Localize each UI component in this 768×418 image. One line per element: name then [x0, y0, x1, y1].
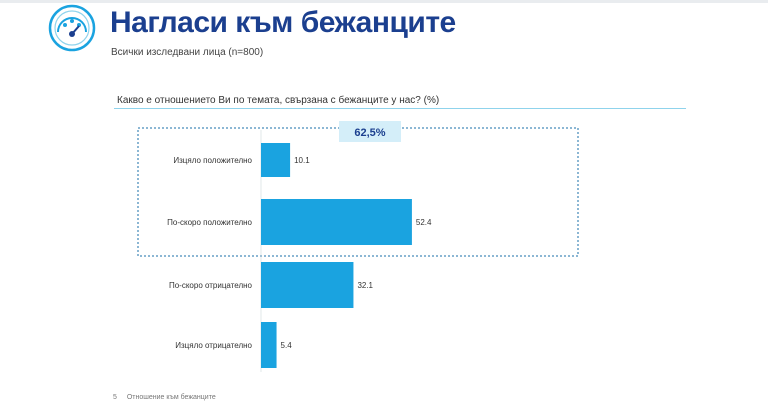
page-subtitle: Всички изследвани лица (n=800) [111, 47, 264, 58]
value-label-fully-negative: 5.4 [281, 341, 293, 350]
highlight-badge-label: 62,5% [354, 127, 385, 139]
page-title: Нагласи към бежанците [110, 6, 456, 39]
footer: 5 Отношение към бежанците [113, 394, 224, 401]
category-label-fully-negative: Изцяло отрицателно [175, 341, 252, 350]
value-label-rather-negative: 32.1 [357, 281, 373, 290]
bar-fully-positive [261, 143, 291, 177]
highlight-badge [339, 121, 401, 142]
bar-rather-negative [261, 262, 354, 308]
survey-question: Какво е отношението Ви по темата, свърза… [117, 95, 440, 106]
footer-text: Отношение към бежанците [126, 394, 216, 401]
top-strip [0, 0, 768, 3]
value-label-fully-positive: 10.1 [294, 156, 310, 165]
category-label-fully-positive: Изцяло положително [173, 156, 252, 165]
footer-page-number: 5 [113, 394, 117, 401]
category-label-rather-positive: По-скоро положително [167, 218, 252, 227]
question-underline [114, 108, 686, 109]
category-label-rather-negative: По-скоро отрицателно [169, 281, 253, 290]
bar-rather-positive [261, 199, 412, 245]
gauge-logo-icon [48, 4, 96, 52]
bar-fully-negative [261, 322, 277, 368]
value-label-rather-positive: 52.4 [416, 218, 432, 227]
